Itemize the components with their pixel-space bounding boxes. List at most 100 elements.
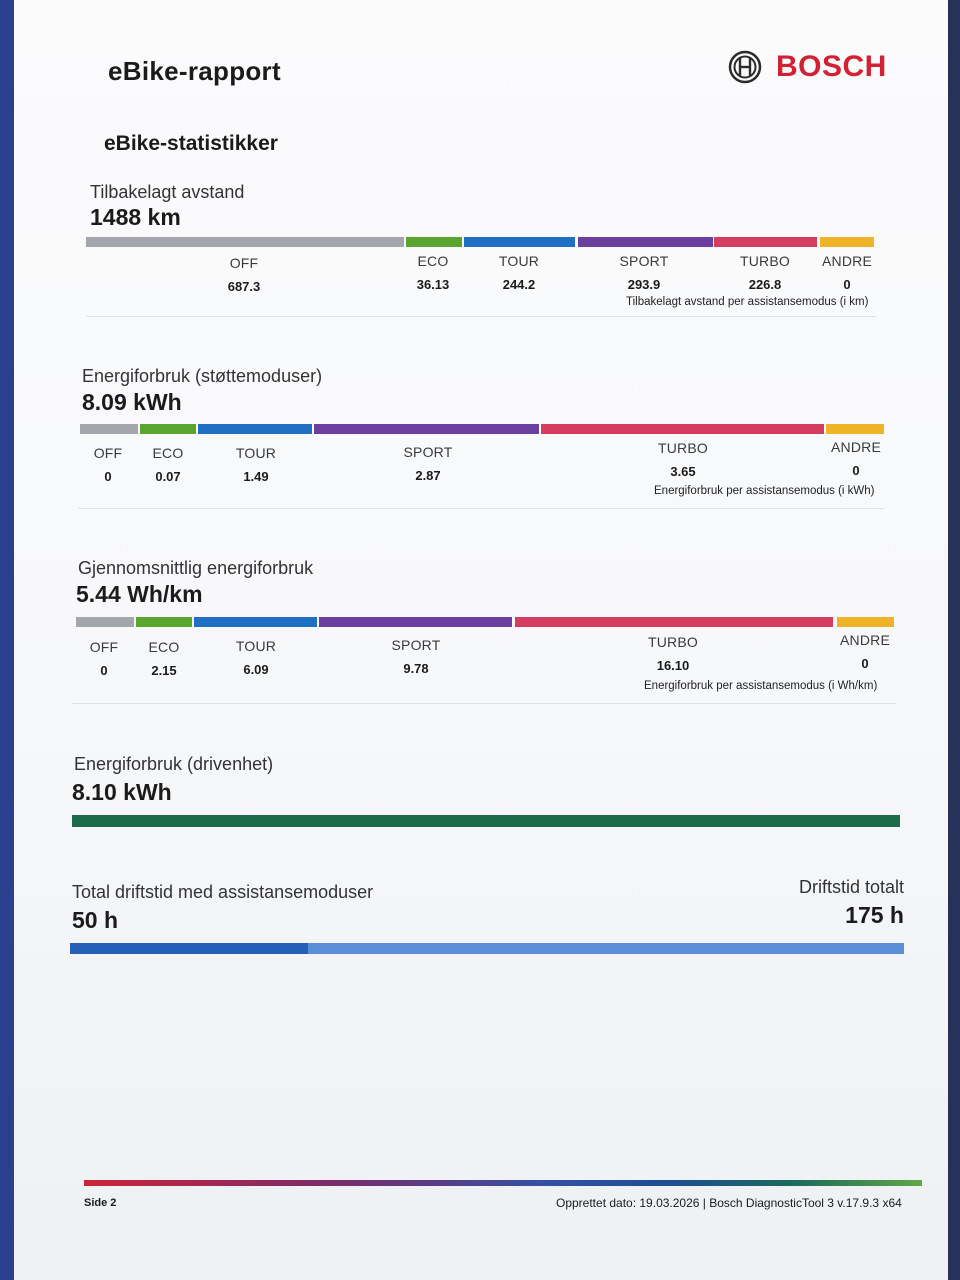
mode-name: ANDRE [839,632,890,648]
report-title: eBike-rapport [108,56,281,86]
bar-segment-sport [319,617,512,627]
bar-segment-andre [820,237,874,247]
runtime-assist-label: Total driftstid med assistansemoduser [72,882,374,902]
runtime-total-value: 175 h [845,902,904,928]
distance-caption: Tilbakelagt avstand per assistansemodus … [626,296,869,308]
mode-value: 6.09 [243,662,269,677]
bar-segment-off [76,617,134,627]
mode-andre: ANDRE 0 [820,632,910,671]
bar-segment-turbo [714,237,817,247]
mode-sport: SPORT 9.78 [371,637,461,676]
footer-color-strip [84,1180,922,1186]
drive-energy-fill [72,815,900,827]
mode-value: 0 [100,663,108,678]
mode-name: SPORT [619,253,669,269]
energy-modes-caption: Energiforbruk per assistansemodus (i kWh… [654,485,875,497]
bar-segment-off [80,424,138,434]
drive-energy-label: Energiforbruk (drivenhet) [74,754,274,774]
mode-name: ANDRE [821,253,872,269]
mode-name: OFF [93,445,123,461]
mode-name: TURBO [658,440,708,456]
mode-tour: TOUR 6.09 [211,638,301,677]
runtime-bar [70,943,904,954]
avg-energy-mode-bar [76,617,894,627]
distance-label: Tilbakelagt avstand [90,182,245,202]
runtime-total-label: Driftstid totalt [798,877,904,897]
mode-value: 0.07 [155,469,181,484]
footer-created: Opprettet dato: 19.03.2026 | Bosch Diagn… [556,1196,902,1210]
mode-turbo: TURBO 3.65 [638,440,728,479]
mode-name: TURBO [648,634,698,650]
bar-segment-turbo [515,617,833,627]
divider [72,703,896,704]
divider [78,508,884,509]
avg-energy-value: 5.44 Wh/km [76,581,203,607]
mode-andre: ANDRE 0 [811,439,901,478]
mode-value: 687.3 [227,279,261,294]
mode-name: SPORT [403,444,453,460]
mode-value: 1.49 [243,469,269,484]
bar-segment-turbo [541,424,824,434]
mode-turbo: TURBO 226.8 [720,253,810,292]
runtime-total-fill [70,943,904,954]
page-number: Side 2 [84,1197,117,1209]
mode-name: TURBO [740,253,790,269]
mode-value: 2.15 [151,663,177,678]
mode-turbo: TURBO 16.10 [628,634,718,673]
mode-name: ECO [152,445,184,461]
mode-value: 0 [861,656,869,671]
mode-off: OFF 0 [63,445,153,484]
mode-value: 244.2 [502,277,536,292]
mode-value: 0 [104,469,112,484]
energy-mode-bar [80,424,884,434]
mode-eco: ECO 36.13 [388,253,478,292]
mode-sport: SPORT 2.87 [383,444,473,483]
mode-name: OFF [89,639,119,655]
avg-energy-caption: Energiforbruk per assistansemodus (i Wh/… [644,680,878,692]
mode-value: 2.87 [415,468,441,483]
mode-name: ECO [148,639,180,655]
mode-value: 3.65 [670,464,696,479]
binder-edge-right [948,0,960,1280]
mode-name: TOUR [235,445,277,461]
bar-segment-sport [314,424,539,434]
mode-andre: ANDRE 0 [802,253,892,292]
mode-off: OFF 0 [59,639,149,678]
mode-value: 9.78 [403,661,429,676]
distance-mode-bar [86,237,874,247]
bosch-armature-icon [728,50,762,84]
mode-off: OFF 687.3 [199,255,289,294]
section-title: eBike-statistikker [104,132,278,155]
mode-name: SPORT [391,637,441,653]
mode-name: ANDRE [830,439,881,455]
mode-tour: TOUR 244.2 [474,253,564,292]
drive-energy-value: 8.10 kWh [72,779,172,805]
distance-value: 1488 km [90,204,181,230]
mode-sport: SPORT 293.9 [599,253,689,292]
mode-name: TOUR [498,253,540,269]
bar-segment-eco [406,237,462,247]
mode-tour: TOUR 1.49 [211,445,301,484]
energy-modes-label: Energiforbruk (støttemoduser) [82,366,323,386]
mode-name: OFF [229,255,259,271]
mode-value: 36.13 [416,277,450,292]
binder-edge-left [0,0,16,1280]
mode-eco: ECO 2.15 [119,639,209,678]
brand-name: BOSCH [776,50,887,83]
runtime-assist-fill [70,943,309,954]
bar-segment-sport [578,237,713,247]
bar-segment-eco [136,617,192,627]
bosch-logo: BOSCH [728,50,887,84]
mode-value: 293.9 [627,277,661,292]
mode-eco: ECO 0.07 [123,445,213,484]
mode-value: 16.10 [656,658,690,673]
mode-value: 0 [852,463,860,478]
bar-segment-andre [837,617,894,627]
bar-segment-tour [194,617,317,627]
mode-name: ECO [417,253,449,269]
drive-energy-bar [72,815,900,827]
divider [86,316,876,317]
energy-modes-value: 8.09 kWh [82,389,182,415]
bar-segment-andre [826,424,884,434]
bar-segment-off [86,237,404,247]
